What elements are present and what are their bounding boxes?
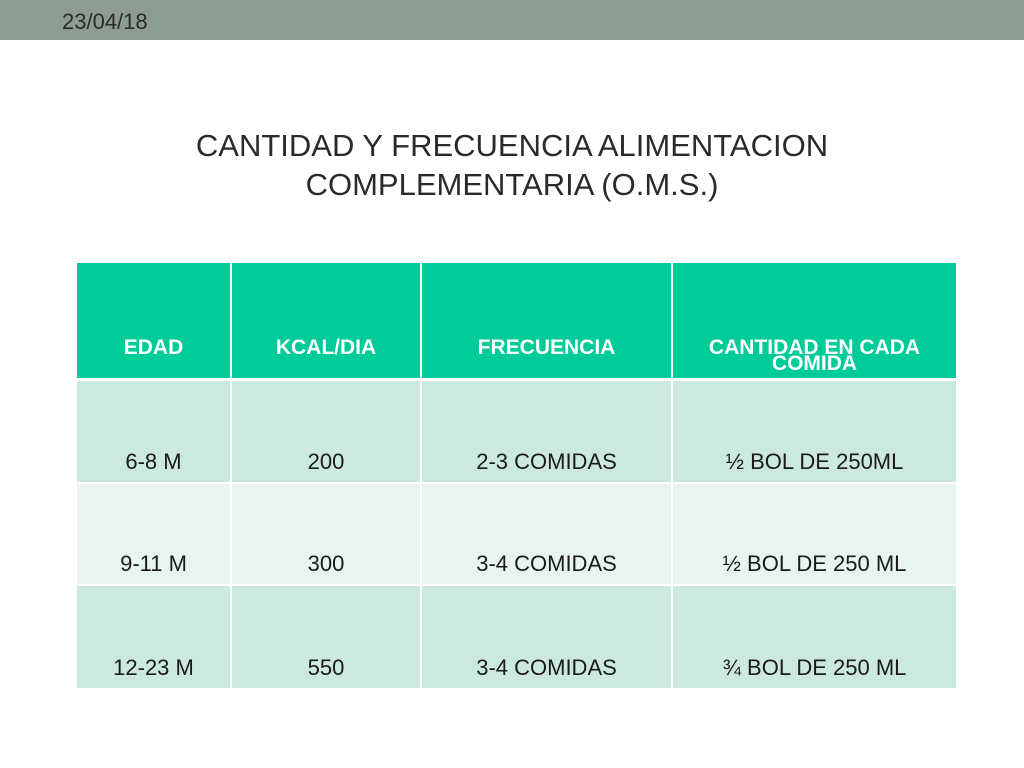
slide-title: CANTIDAD Y FRECUENCIA ALIMENTACION COMPL… bbox=[112, 126, 912, 204]
header-cell-kcal: KCAL/DIA bbox=[231, 263, 422, 382]
cell-kcal: 300 bbox=[231, 482, 422, 587]
header-cell-frecuencia: FRECUENCIA bbox=[421, 263, 673, 382]
header-cell-cantidad: CANTIDAD EN CADA COMIDA bbox=[672, 263, 956, 382]
header-cantidad-line-2: COMIDA bbox=[771, 352, 858, 375]
cell-frecuencia: 3-4 COMIDAS bbox=[421, 585, 673, 688]
header-cell-edad: EDAD bbox=[77, 263, 232, 382]
table-row: 9-11 M 300 3-4 COMIDAS ½ BOL DE 250 ML bbox=[77, 482, 956, 587]
cell-cantidad: ¾ BOL DE 250 ML bbox=[672, 585, 956, 688]
feeding-table: EDAD KCAL/DIA FRECUENCIA CANTIDAD EN CAD… bbox=[77, 263, 956, 688]
slide-date: 23/04/18 bbox=[62, 9, 148, 34]
cell-frecuencia: 2-3 COMIDAS bbox=[421, 379, 673, 484]
table-header-row: EDAD KCAL/DIA FRECUENCIA CANTIDAD EN CAD… bbox=[77, 263, 956, 382]
cell-frecuencia: 3-4 COMIDAS bbox=[421, 482, 673, 587]
header-cantidad-line-1: CANTIDAD EN CADA bbox=[708, 336, 921, 359]
cell-edad: 6-8 M bbox=[77, 379, 232, 484]
title-line-2: COMPLEMENTARIA (O.M.S.) bbox=[305, 167, 719, 202]
title-line-1: CANTIDAD Y FRECUENCIA ALIMENTACION bbox=[195, 128, 829, 163]
cell-kcal: 550 bbox=[231, 585, 422, 688]
top-bar bbox=[0, 0, 1024, 40]
table-row: 12-23 M 550 3-4 COMIDAS ¾ BOL DE 250 ML bbox=[77, 585, 956, 688]
cell-cantidad: ½ BOL DE 250 ML bbox=[672, 482, 956, 587]
table-row: 6-8 M 200 2-3 COMIDAS ½ BOL DE 250ML bbox=[77, 379, 956, 484]
cell-edad: 12-23 M bbox=[77, 585, 232, 688]
cell-edad: 9-11 M bbox=[77, 482, 232, 587]
cell-kcal: 200 bbox=[231, 379, 422, 484]
cell-cantidad: ½ BOL DE 250ML bbox=[672, 379, 956, 484]
